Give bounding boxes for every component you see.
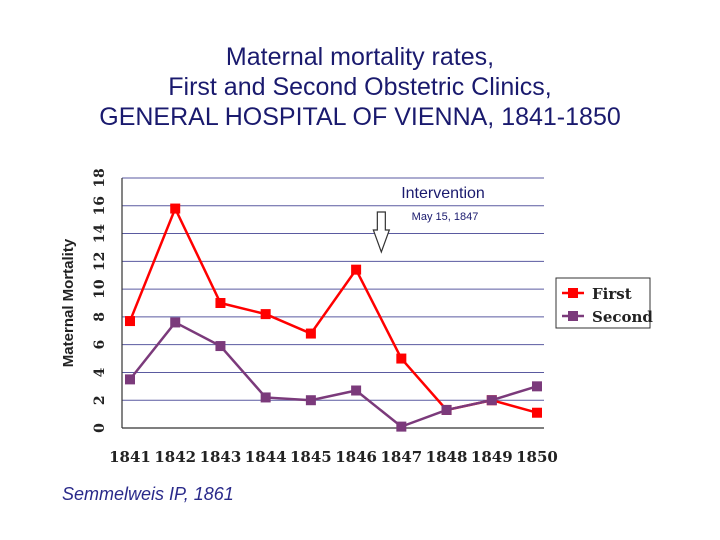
y-tick-label-12: 12 [92, 252, 108, 271]
annotation-label: Intervention [401, 185, 485, 202]
series-line-first [128, 205, 538, 414]
x-tick-label-1843: 1843 [200, 448, 242, 466]
y-tick-label-0: 0 [92, 423, 108, 433]
y-tick-label-18: 18 [92, 168, 108, 187]
marker-first-1847 [396, 353, 407, 364]
legend-label-first: First [592, 285, 632, 303]
x-tick-label-1844: 1844 [245, 448, 287, 466]
x-tick-label-1846: 1846 [335, 448, 377, 466]
y-tick-label-4: 4 [92, 367, 108, 377]
annotation-sublabel: May 15, 1847 [412, 211, 479, 223]
x-tick-label-1850: 1850 [516, 448, 558, 466]
series-line-second [129, 320, 538, 429]
y-axis-label: Maternal Mortality [60, 238, 77, 367]
marker-second-1843 [215, 341, 226, 352]
legend-marker-first [568, 288, 578, 298]
title-line-2: First and Second Obstetric Clinics, [168, 73, 552, 101]
x-tick-label-1841: 1841 [109, 448, 151, 466]
marker-first-1845 [305, 328, 316, 339]
marker-second-1841 [125, 374, 135, 385]
marker-second-1850 [532, 381, 542, 392]
marker-first-1843 [215, 298, 226, 308]
marker-second-1845 [305, 395, 316, 406]
marker-second-1846 [351, 385, 362, 396]
legend-marker-second [568, 311, 578, 321]
x-tick-label-1842: 1842 [154, 448, 196, 466]
marker-second-1844 [260, 392, 271, 403]
marker-first-1842 [170, 203, 181, 214]
intervention-arrow [372, 211, 391, 254]
marker-first-1841 [125, 316, 135, 327]
y-tick-label-8: 8 [92, 312, 108, 322]
legend-label-second: Second [592, 308, 653, 326]
marker-second-1847 [396, 421, 407, 432]
y-tick-label-2: 2 [92, 395, 108, 405]
marker-second-1849 [486, 395, 497, 406]
citation: Semmelweis IP, 1861 [62, 484, 234, 504]
title-line-3: GENERAL HOSPITAL OF VIENNA, 1841-1850 [99, 103, 621, 131]
y-tick-label-10: 10 [92, 279, 108, 299]
x-tick-label-1848: 1848 [426, 448, 468, 466]
y-tick-label-14: 14 [92, 224, 108, 244]
y-tick-label-16: 16 [92, 196, 108, 215]
marker-second-1842 [170, 317, 181, 328]
title-line-1: Maternal mortality rates, [225, 43, 495, 71]
x-tick-label-1847: 1847 [380, 448, 422, 466]
x-tick-label-1845: 1845 [290, 448, 332, 466]
x-tick-label-1849: 1849 [471, 448, 513, 466]
marker-first-1846 [351, 264, 362, 275]
y-tick-label-6: 6 [92, 340, 108, 350]
marker-first-1844 [260, 309, 271, 320]
marker-second-1848 [441, 404, 452, 415]
chart-title: Maternal mortality rates, First and Seco… [0, 42, 720, 132]
marker-first-1850 [532, 407, 542, 418]
